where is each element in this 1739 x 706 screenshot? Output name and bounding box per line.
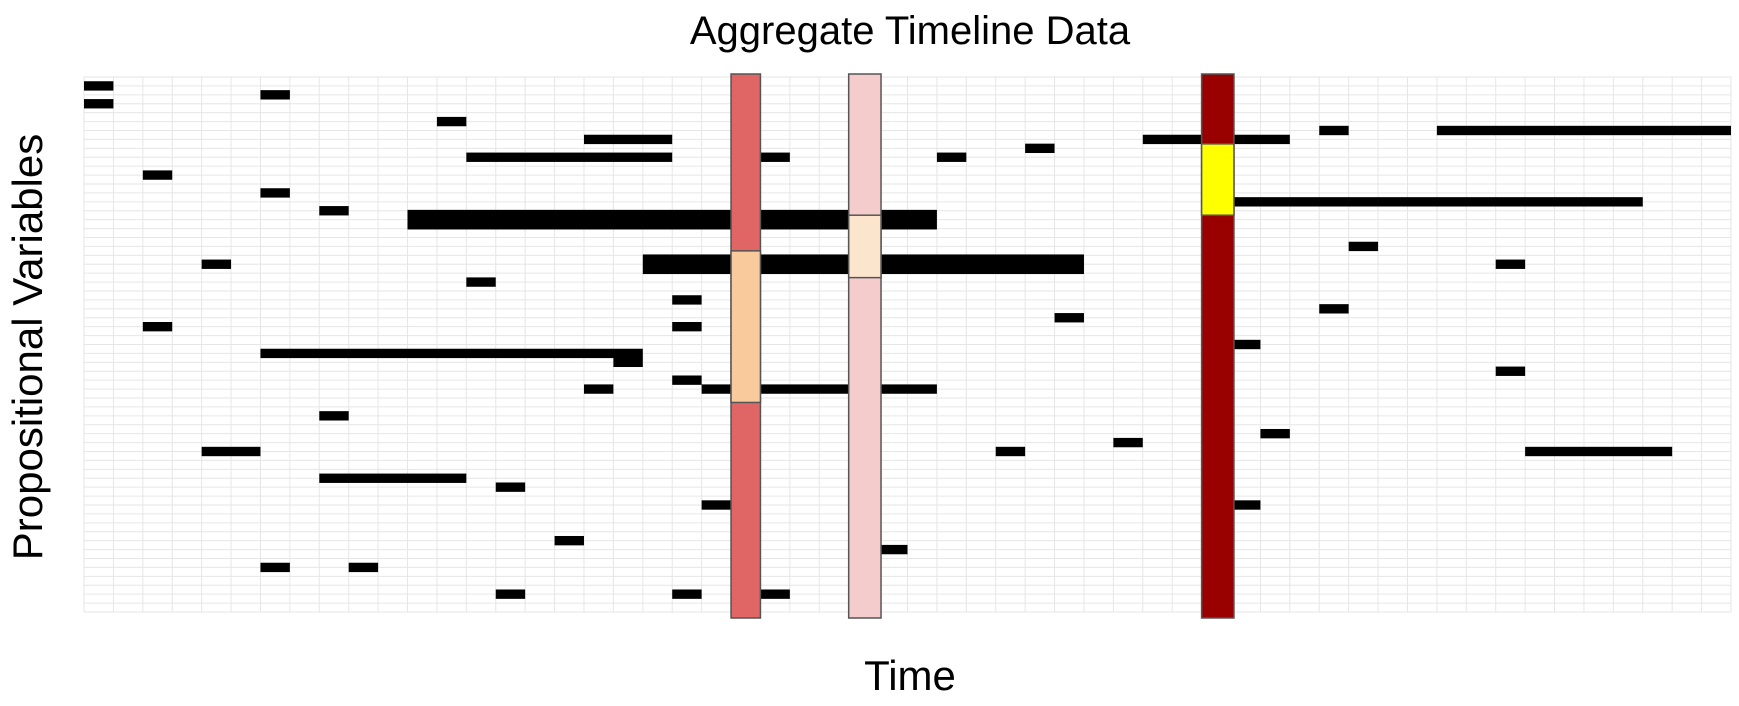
- chart-title: Aggregate Timeline Data: [690, 9, 1131, 53]
- interval-bar: [583, 134, 673, 145]
- interval-bar: [583, 384, 614, 394]
- interval-bar: [260, 188, 290, 198]
- highlight-segment: [1200, 143, 1235, 216]
- interval-bar: [672, 589, 702, 599]
- interval-bar: [319, 473, 467, 483]
- interval-bar: [84, 81, 114, 91]
- interval-bar: [701, 384, 937, 394]
- interval-bar: [84, 99, 114, 109]
- interval-bar: [613, 357, 643, 368]
- interval-bar: [319, 411, 349, 421]
- interval-bar: [760, 589, 790, 599]
- interval-bar: [1436, 125, 1731, 136]
- y-axis-label: Propositional Variables: [4, 134, 51, 560]
- interval-bar: [1025, 143, 1055, 154]
- interval-bar: [1231, 339, 1261, 350]
- vertical-bands: [730, 73, 1235, 619]
- interval-bar: [436, 116, 467, 127]
- interval-bar: [1495, 366, 1526, 376]
- vertical-band: [847, 73, 882, 619]
- interval-bar: [701, 500, 732, 510]
- interval-bar: [554, 535, 584, 546]
- interval-bar: [260, 348, 643, 359]
- interval-bar: [260, 562, 290, 573]
- interval-bar: [672, 375, 702, 385]
- interval-bar: [1495, 259, 1526, 269]
- interval-bar: [1231, 197, 1643, 207]
- interval-bar: [1113, 437, 1143, 448]
- grid: [83, 76, 1732, 613]
- interval-bar: [348, 562, 379, 573]
- interval-bar: [672, 321, 702, 332]
- interval-bar: [407, 209, 937, 230]
- interval-bar: [995, 446, 1026, 457]
- interval-bar: [672, 295, 702, 305]
- interval-bar: [201, 446, 261, 457]
- interval-bar: [495, 482, 526, 492]
- x-axis-label: Time: [864, 652, 956, 699]
- interval-bar: [1348, 241, 1379, 252]
- interval-bar: [760, 152, 790, 162]
- interval-bar: [142, 321, 173, 332]
- highlight-segment: [730, 250, 762, 404]
- interval-bar: [319, 206, 349, 216]
- interval-bar: [466, 152, 673, 162]
- interval-bar: [495, 589, 526, 599]
- interval-bar: [142, 170, 173, 180]
- interval-bar: [201, 259, 232, 269]
- interval-bar: [936, 152, 967, 162]
- interval-bar: [1319, 304, 1349, 314]
- interval-bar: [1231, 500, 1261, 510]
- interval-bar: [1319, 125, 1349, 136]
- interval-bar: [1260, 428, 1290, 439]
- interval-bar: [878, 544, 908, 555]
- interval-bar: [1525, 446, 1673, 457]
- interval-bar: [260, 90, 290, 100]
- interval-bar: [1054, 313, 1084, 323]
- interval-bar: [466, 277, 496, 287]
- highlight-segment: [847, 214, 882, 279]
